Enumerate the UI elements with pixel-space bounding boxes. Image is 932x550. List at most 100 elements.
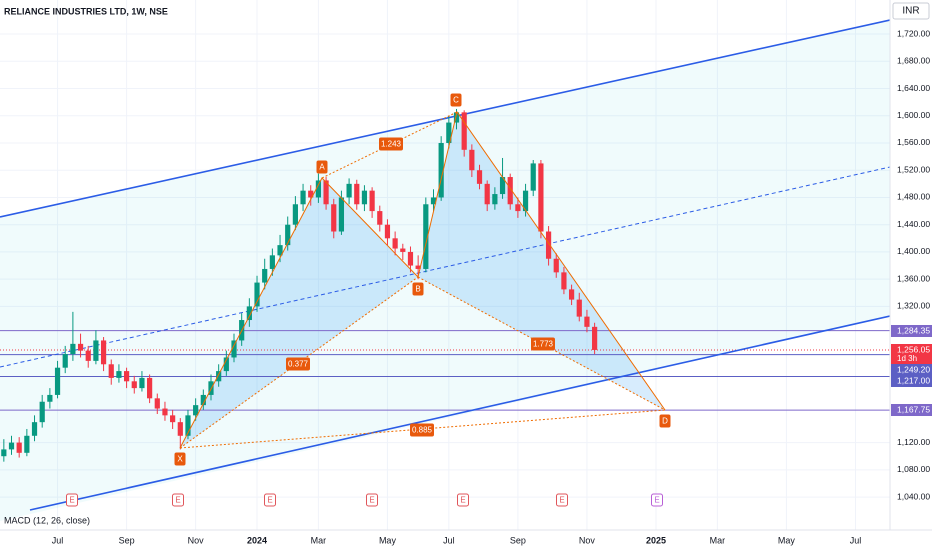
candle-body [139,377,145,389]
candle-body [262,268,268,283]
candle-body [31,422,38,436]
ratio-label: 0.377 [288,360,309,369]
x-tick-label: May [379,535,397,545]
y-tick-label: 1,360.00 [897,273,930,283]
candle-body [407,251,414,266]
earnings-label: E [559,496,564,505]
pattern-diag [179,276,419,449]
y-tick-label: 1,600.00 [897,110,930,120]
y-tick-label: 1,560.00 [897,137,930,147]
x-tick-label: May [778,535,796,545]
pattern-point-box [316,160,328,174]
price-label: 1,167.75 [897,404,930,414]
y-tick-label: 1,120.00 [897,437,930,447]
pattern-labels: X A B C D 1.243 0.377 1.773 0.885 E E E E E E E [66,93,671,507]
candle-body [54,367,61,395]
candle-body [400,248,406,252]
x-tick-label: Mar [311,535,327,545]
earnings-label: E [69,496,74,505]
candle-body [553,258,559,273]
price-label: 1,284.35 [897,325,930,335]
candle-body [216,371,222,382]
candle-body [246,306,252,321]
candle-body [469,149,475,171]
x-tick-label: Jul [443,535,455,545]
y-tick-label: 1,080.00 [897,464,930,474]
candle-body [93,340,99,361]
price-box [891,375,932,387]
pattern-point-label: D [662,417,668,426]
price-label: 1,217.00 [897,375,930,385]
candle-body [70,343,76,355]
candle-body [369,190,375,212]
x-tick-label: Nov [579,535,596,545]
candle-body [377,211,383,225]
earnings-box [172,493,184,507]
candle-body [277,245,283,256]
currency-box[interactable] [892,2,930,20]
candle-body [269,255,275,269]
candle-body [292,204,298,225]
ratio-label: 0.885 [412,426,433,435]
candle-body [545,231,552,259]
candle-body [484,183,490,205]
earnings-box [264,493,276,507]
candle-body [154,398,160,409]
candle-body [492,194,498,205]
y-tick-label: 1,320.00 [897,301,930,311]
candle-body [47,394,53,402]
price-box [891,325,932,337]
x-tick-label: 2025 [646,535,666,545]
price-label: 1,249.20 [897,364,930,374]
ratio-box [379,137,403,151]
earnings-label: E [175,496,180,505]
y-tick-label: 1,520.00 [897,164,930,174]
y-tick-label: 1,040.00 [897,491,930,501]
candles [1,108,598,462]
candle-body [522,190,529,212]
channel-upper [0,19,891,218]
candle-body [315,180,322,198]
candle-body [415,265,421,269]
ratio-box [410,423,434,437]
currency: INR [902,6,919,17]
candle-body [584,316,590,327]
candle-body [384,224,391,239]
candle-body [476,170,483,184]
candle-body [285,224,291,246]
candle-body [300,190,306,205]
earnings-label: E [369,496,374,505]
x-tick-label: 2024 [247,535,267,545]
candle-body [123,371,130,382]
candle-body [100,340,107,365]
candle-body [423,204,429,269]
candle-body [231,340,237,358]
ratio-label: 1.243 [381,140,402,149]
candle-body [576,299,582,317]
x-tick-label: Jul [850,535,862,545]
x-tick-label: Nov [188,535,205,545]
channel-mid [0,166,891,368]
candle-body [1,449,7,457]
pattern-point-label: X [177,455,183,464]
earnings-box [457,493,469,507]
candle-body [170,415,176,423]
earnings-box [651,493,663,507]
candle-body [346,183,352,198]
price-box [891,404,932,416]
y-tick-label: 1,400.00 [897,246,930,256]
candle-body [77,343,84,351]
candle-body [24,435,30,453]
pattern-point-box [659,414,671,428]
candle-body [430,197,437,205]
chart-title: RELIANCE INDUSTRIES LTD, 1W, NSE [4,6,168,16]
pattern-point-box [174,452,186,466]
y-tick-label: 1,640.00 [897,83,930,93]
earnings-label: E [267,496,272,505]
candle-body [177,422,183,436]
candle-body [62,354,68,368]
candle-body [85,350,91,361]
indicator-label[interactable]: MACD (12, 26, close) [4,515,90,525]
candle-body [592,326,598,350]
earnings-box [556,493,568,507]
